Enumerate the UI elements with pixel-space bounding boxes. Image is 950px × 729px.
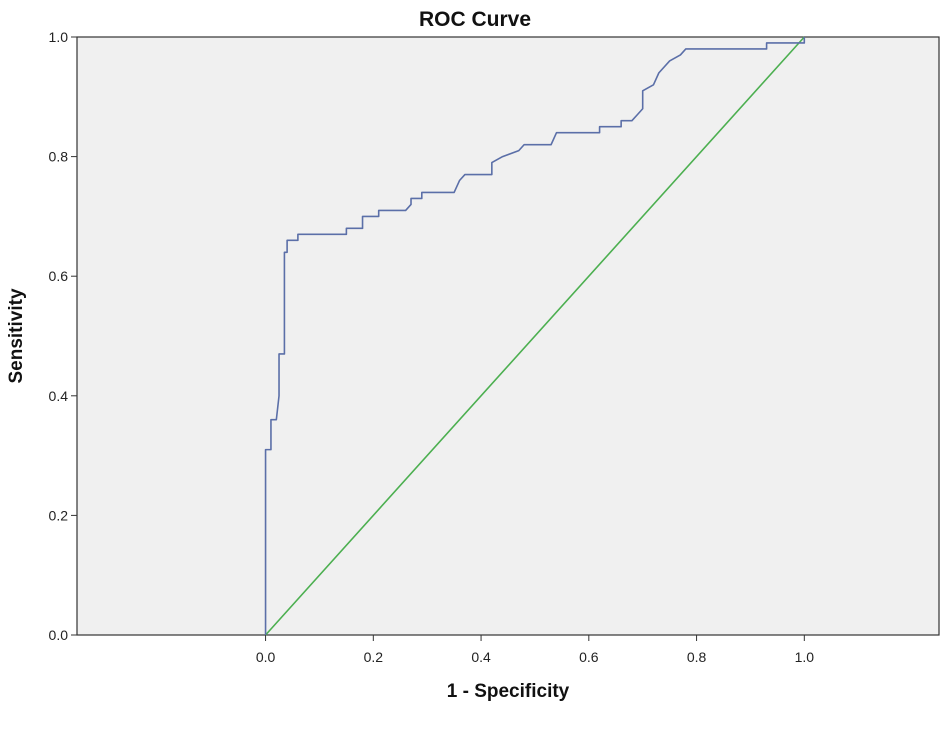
reference-diagonal-line xyxy=(264,36,805,636)
axis-ticks: 0.0 0.2 0.4 0.6 0.8 1.0 0.0 0.2 0.4 0.6 0.8 1.0 xyxy=(49,29,815,665)
series-layer xyxy=(264,36,806,636)
x-tick-label: 0.4 xyxy=(471,649,491,665)
x-axis-title: 1 - Specificity xyxy=(447,681,570,702)
y-tick-label: 0.6 xyxy=(49,268,69,284)
y-tick-label: 1.0 xyxy=(49,29,69,45)
chart-title: ROC Curve xyxy=(419,8,531,31)
x-tick-label: 0.2 xyxy=(364,649,384,665)
x-tick-label: 0.0 xyxy=(256,649,276,665)
y-tick-label: 0.0 xyxy=(49,627,69,643)
x-tick-label: 0.8 xyxy=(687,649,707,665)
x-tick-label: 1.0 xyxy=(795,649,815,665)
y-tick-label: 0.8 xyxy=(49,149,69,165)
roc-curve-line xyxy=(264,37,806,635)
y-axis-title: Sensitivity xyxy=(6,288,27,383)
y-tick-label: 0.4 xyxy=(49,388,69,404)
plot-area xyxy=(76,36,940,636)
x-tick-label: 0.6 xyxy=(579,649,599,665)
y-tick-label: 0.2 xyxy=(49,507,69,523)
